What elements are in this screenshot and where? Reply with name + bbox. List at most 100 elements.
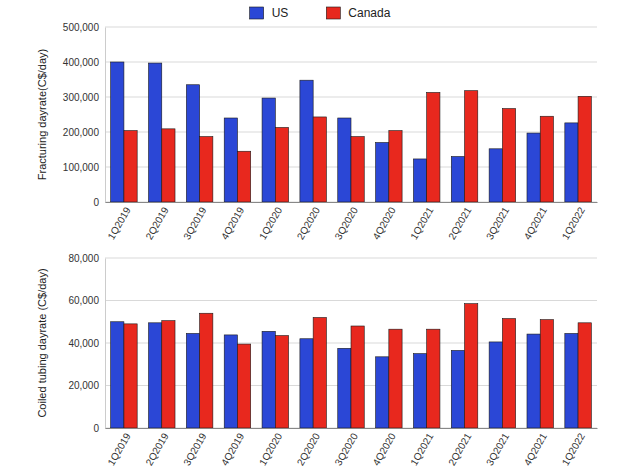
tick-label: 4Q2021 <box>522 205 550 242</box>
tick-label: 4Q2020 <box>370 205 398 242</box>
tick: 2Q2019 <box>143 428 171 467</box>
tick-label: 40,000 <box>68 338 99 349</box>
axis-line <box>105 259 106 429</box>
bar <box>237 151 250 202</box>
bar <box>427 92 440 202</box>
tick-label: 4Q2021 <box>522 431 550 468</box>
legend-swatch <box>326 7 340 19</box>
tick-label: 2Q2021 <box>446 431 474 468</box>
bar <box>565 123 578 202</box>
tick: 1Q2021 <box>408 202 436 241</box>
grid-line <box>105 97 597 98</box>
bar <box>351 137 364 202</box>
tick: 500,000 <box>63 22 105 33</box>
bar <box>427 329 440 428</box>
bar <box>527 334 540 428</box>
tick: 2Q2020 <box>295 202 323 241</box>
tick-label: 4Q2019 <box>219 205 247 242</box>
legend-label: US <box>272 6 289 20</box>
tick: 1Q2020 <box>257 202 285 241</box>
tick: 60,000 <box>68 295 105 306</box>
tick-label: 1Q2019 <box>105 431 133 468</box>
tick: 2Q2021 <box>446 202 474 241</box>
grid-line <box>105 62 597 63</box>
tick: 3Q2021 <box>484 202 512 241</box>
tick: 4Q2021 <box>522 202 550 241</box>
bar <box>186 85 199 202</box>
bars <box>111 304 592 428</box>
tick-label: 2Q2020 <box>295 431 323 468</box>
bar <box>376 143 389 203</box>
tick-label: 1Q2022 <box>560 205 588 242</box>
grid-line <box>105 300 597 301</box>
tick-label: 1Q2021 <box>408 205 436 242</box>
bar <box>540 116 553 202</box>
bar <box>200 313 213 428</box>
tick: 400,000 <box>63 57 105 68</box>
tick: 1Q2020 <box>257 428 285 467</box>
y-axis-title: Coiled tubing dayrate (C$/day) <box>36 268 48 417</box>
tick-label: 1Q2021 <box>408 431 436 468</box>
tick: 4Q2019 <box>219 428 247 467</box>
bar <box>262 331 275 428</box>
tick: 1Q2019 <box>105 428 133 467</box>
bar <box>275 127 288 202</box>
tick-label: 80,000 <box>68 253 99 264</box>
bar <box>262 98 275 202</box>
legend-swatch <box>250 7 264 19</box>
bar <box>124 131 137 202</box>
bar <box>149 323 162 428</box>
bar <box>578 323 591 428</box>
bars <box>111 62 592 202</box>
tick-label: 3Q2020 <box>333 431 361 468</box>
tick: 300,000 <box>63 92 105 103</box>
tick-label: 2Q2021 <box>446 205 474 242</box>
tick: 4Q2020 <box>370 202 398 241</box>
bar <box>275 336 288 428</box>
tick-label: 2Q2019 <box>143 431 171 468</box>
y-axis: 020,00040,00060,00080,000 <box>68 253 105 434</box>
bar <box>111 62 124 202</box>
bar <box>527 133 540 202</box>
tick: 1Q2022 <box>560 428 588 467</box>
tick: 1Q2022 <box>560 202 588 241</box>
axis-line <box>106 428 598 429</box>
y-axis: 0100,000200,000300,000400,000500,000 <box>63 22 106 208</box>
bar <box>376 357 389 428</box>
axis-line <box>106 202 598 203</box>
bar <box>313 117 326 202</box>
legend: USCanada <box>250 6 391 20</box>
bar <box>413 159 426 202</box>
tick: 4Q2021 <box>522 428 550 467</box>
bar <box>111 322 124 428</box>
bar <box>389 131 402 202</box>
tick: 4Q2019 <box>219 202 247 241</box>
tick-label: 20,000 <box>68 380 99 391</box>
chart: 0100,000200,000300,000400,000500,0001Q20… <box>36 22 598 242</box>
tick: 200,000 <box>63 127 105 138</box>
tick-label: 3Q2019 <box>181 431 209 468</box>
bar <box>578 96 591 202</box>
tick-label: 3Q2021 <box>484 205 512 242</box>
bar <box>162 129 175 202</box>
grid <box>105 27 597 202</box>
grid-line <box>105 27 597 28</box>
tick: 3Q2019 <box>181 202 209 241</box>
tick: 2Q2019 <box>143 202 171 241</box>
bar <box>565 333 578 428</box>
bar <box>502 319 515 428</box>
tick-label: 200,000 <box>63 127 100 138</box>
tick-label: 1Q2020 <box>257 205 285 242</box>
tick: 3Q2021 <box>484 428 512 467</box>
tick: 4Q2020 <box>370 428 398 467</box>
grid <box>105 258 597 428</box>
tick: 0 <box>93 197 105 208</box>
x-axis: 1Q20192Q20193Q20194Q20191Q20202Q20203Q20… <box>105 202 597 241</box>
tick-label: 3Q2021 <box>484 431 512 468</box>
bar <box>413 354 426 428</box>
bar <box>313 318 326 429</box>
bar <box>300 339 313 428</box>
bar <box>465 304 478 428</box>
y-axis-title: Fracturing dayrate(C$/day) <box>36 49 48 180</box>
tick-label: 500,000 <box>63 22 100 33</box>
